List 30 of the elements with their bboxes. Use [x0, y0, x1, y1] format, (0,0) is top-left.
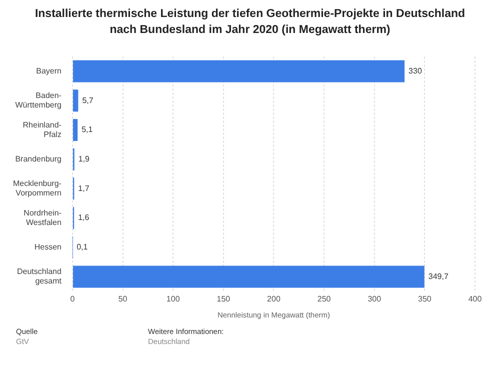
x-tick-label: 200	[267, 294, 281, 304]
bar	[72, 118, 78, 141]
y-tick-label: Nordrhein-Westfalen	[24, 208, 62, 228]
data-label: 5,1	[82, 125, 94, 134]
x-tick-label: 100	[166, 294, 180, 304]
data-label: 1,9	[78, 154, 90, 164]
x-tick-label: 400	[468, 294, 482, 304]
y-tick-label: Deutschland gesamt	[16, 267, 62, 286]
y-tick-label: Brandenburg	[15, 154, 62, 164]
data-label: 1,7	[78, 184, 90, 193]
data-label: 0,1	[76, 242, 88, 252]
data-label: 330	[408, 66, 422, 76]
x-tick-label: 250	[317, 294, 332, 304]
bar	[72, 90, 78, 112]
x-tick-label: 150	[216, 294, 231, 304]
bar	[72, 60, 405, 82]
y-tick-label: Hessen	[34, 242, 62, 252]
y-tick-label: Bayern	[36, 66, 62, 76]
x-tick-label: 0	[70, 294, 76, 304]
y-tick-label: Rheinland-Pfalz	[22, 120, 62, 139]
data-label: 349,7	[428, 272, 449, 281]
chart-title: Installierte thermische Leistung der tiefen Geothermie-Projekte in Deutschland nach Bundesland im Jahr 2020 (in Megawatt therm)	[34, 7, 466, 38]
bar	[72, 266, 424, 288]
data-label: 1,6	[78, 213, 90, 222]
data-label: 5,7	[82, 96, 94, 105]
x-tick-label: 50	[118, 294, 128, 304]
y-tick-label: Mecklenburg-Vorpommern	[12, 179, 62, 198]
x-tick-label: 350	[418, 294, 432, 304]
y-tick-label: Baden-Württemberg	[15, 91, 62, 110]
x-tick-label: 300	[368, 294, 382, 304]
